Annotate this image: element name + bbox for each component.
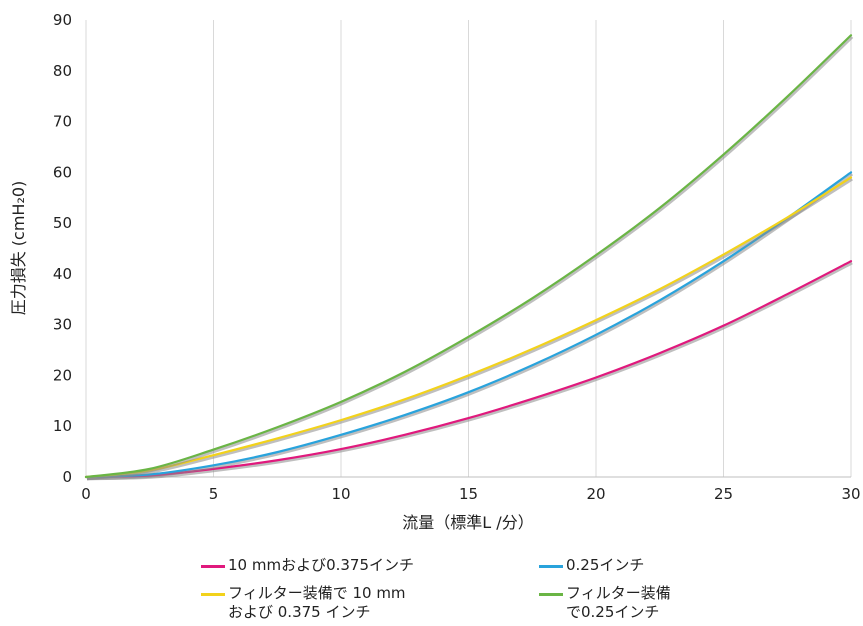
series-shadow-0 [86, 261, 853, 481]
y-tick-label: 80 [53, 62, 72, 80]
legend-item-025in: 0.25インチ [539, 556, 644, 575]
legend-item-filter-10mm: フィルター装備で 10 mm および 0.375 インチ [201, 584, 406, 622]
x-tick-label: 0 [81, 485, 91, 503]
x-axis-title: 流量（標準L /分） [402, 513, 533, 532]
y-tick-label: 20 [53, 366, 72, 384]
series-shadow-3 [86, 35, 854, 481]
legend-label-10mm: 10 mmおよび0.375インチ [228, 556, 415, 574]
series-line-2 [84, 176, 853, 479]
x-tick-label: 30 [841, 485, 860, 503]
series-lines [84, 34, 854, 481]
y-tick-label: 30 [53, 316, 72, 334]
legend-label-filter-025in: フィルター装備 で0.25インチ [566, 584, 671, 621]
legend-item-filter-025in: フィルター装備 で0.25インチ [539, 584, 671, 622]
y-tick-label: 50 [53, 214, 72, 232]
series-line-3 [84, 34, 853, 479]
y-tick-label: 90 [53, 11, 72, 29]
series-shadow-2 [86, 177, 853, 481]
y-tick-label: 70 [53, 113, 72, 131]
legend-swatch-filter-10mm [201, 593, 225, 596]
x-tick-labels: 0 5 10 15 20 25 30 [81, 485, 860, 503]
series-line-1 [84, 171, 853, 479]
legend-label-filter-10mm: フィルター装備で 10 mm および 0.375 インチ [228, 584, 406, 621]
y-tick-label: 40 [53, 265, 72, 283]
x-tick-label: 20 [586, 485, 605, 503]
legend-item-10mm: 10 mmおよび0.375インチ [201, 556, 414, 575]
y-tick-labels: 0 10 20 30 40 50 60 70 80 90 [53, 11, 72, 486]
x-tick-label: 10 [331, 485, 350, 503]
y-axis-title: 圧力損失 (cmH₂0) [9, 181, 28, 316]
series-shadow-1 [86, 172, 854, 481]
grid-lines [85, 20, 852, 477]
legend-swatch-10mm [201, 565, 225, 568]
y-tick-label: 60 [53, 163, 72, 181]
x-tick-label: 5 [209, 485, 219, 503]
x-tick-label: 25 [714, 485, 733, 503]
y-tick-label: 10 [53, 417, 72, 435]
y-tick-label: 0 [62, 468, 72, 486]
legend-swatch-025in [539, 565, 563, 568]
series-line-0 [84, 260, 853, 479]
legend-label-025in: 0.25インチ [566, 556, 645, 574]
x-tick-label: 15 [459, 485, 478, 503]
legend-swatch-filter-025in [539, 593, 563, 596]
